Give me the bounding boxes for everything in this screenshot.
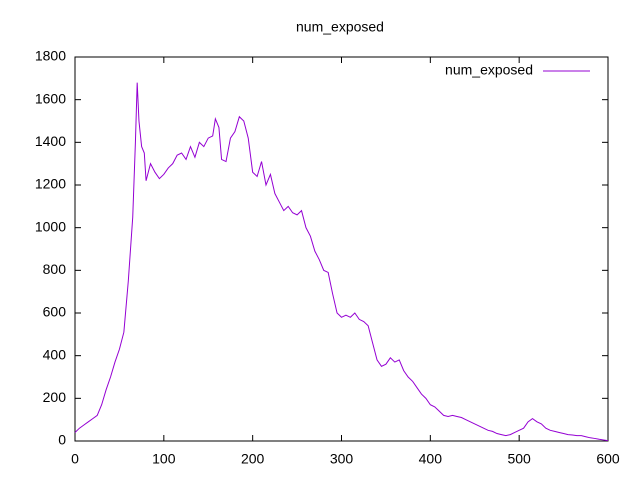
x-tick-label: 600 <box>596 451 620 467</box>
chart-title: num_exposed <box>296 19 384 35</box>
plot-border <box>74 56 609 442</box>
y-tick-label: 1800 <box>35 48 66 64</box>
y-tick-label: 1400 <box>35 133 66 149</box>
x-tick-label: 0 <box>71 451 79 467</box>
y-tick-label: 1600 <box>35 90 66 106</box>
legend-label: num_exposed <box>445 62 533 78</box>
y-tick-label: 0 <box>58 432 66 448</box>
y-tick-label: 200 <box>43 389 67 405</box>
y-tick-label: 400 <box>43 346 67 362</box>
y-tick-label: 1200 <box>35 176 66 192</box>
y-tick-label: 1000 <box>35 218 66 234</box>
x-tick-label: 100 <box>152 451 176 467</box>
y-tick-label: 800 <box>43 261 67 277</box>
x-tick-label: 200 <box>241 451 265 467</box>
x-tick-label: 400 <box>419 451 443 467</box>
data-line <box>74 82 609 442</box>
x-tick-label: 500 <box>507 451 531 467</box>
y-tick-label: 600 <box>43 304 67 320</box>
x-tick-label: 300 <box>330 451 354 467</box>
